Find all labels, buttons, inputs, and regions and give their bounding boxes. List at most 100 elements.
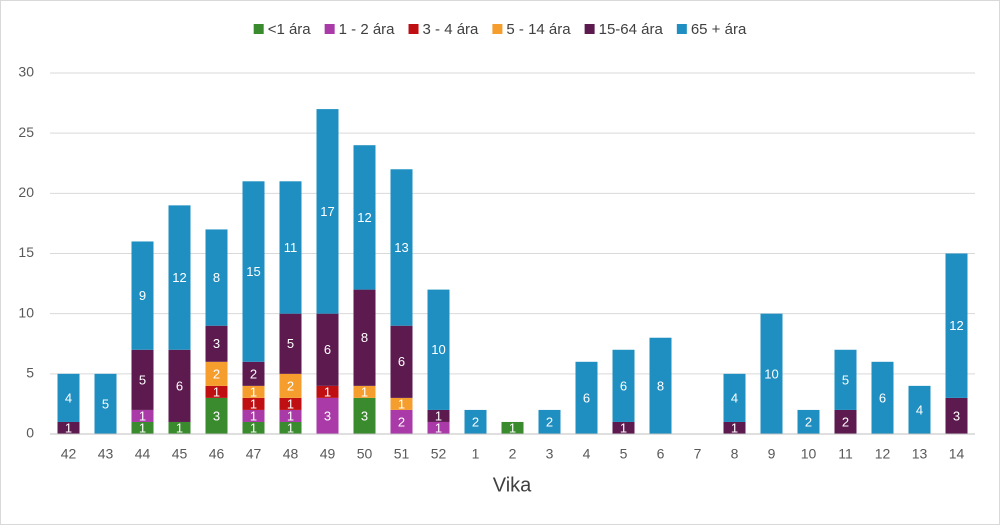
- value-label: 1: [139, 420, 146, 435]
- x-tick-label: 45: [172, 446, 188, 462]
- value-label: 1: [620, 420, 627, 435]
- x-tick-label: 43: [98, 446, 114, 462]
- y-tick-label: 20: [18, 184, 34, 200]
- value-label: 6: [620, 378, 627, 393]
- bar-segment: [131, 409, 154, 422]
- value-label: 3: [361, 408, 368, 423]
- x-tick-label: 11: [838, 446, 853, 462]
- value-label: 1: [287, 420, 294, 435]
- value-label: 3: [213, 336, 220, 351]
- bar-segment: [205, 361, 228, 386]
- bar-segment: [723, 373, 746, 422]
- x-tick-label: 4: [583, 446, 591, 462]
- value-label: 13: [394, 240, 408, 255]
- legend-label: <1 ára: [268, 21, 312, 38]
- legend-swatch: [408, 24, 419, 34]
- x-tick-label: 51: [394, 446, 410, 462]
- bar-segment: [723, 421, 746, 434]
- x-tick-label: 2: [509, 446, 517, 462]
- x-tick-label: 9: [768, 446, 776, 462]
- value-label: 2: [287, 378, 294, 393]
- value-label: 1: [250, 408, 257, 423]
- value-label: 5: [842, 372, 849, 387]
- value-label: 6: [176, 378, 183, 393]
- value-label: 6: [583, 390, 590, 405]
- legend-label: 5 - 14 ára: [506, 21, 571, 38]
- value-label: 6: [398, 354, 405, 369]
- bar-segment: [353, 289, 376, 386]
- x-tick-label: 13: [912, 446, 928, 462]
- bar-segment: [797, 409, 820, 434]
- legend-swatch: [253, 24, 264, 34]
- value-label: 1: [250, 420, 257, 435]
- value-label: 2: [842, 414, 849, 429]
- x-tick-label: 46: [209, 446, 225, 462]
- legend-swatch: [676, 24, 687, 34]
- value-label: 1: [139, 408, 146, 423]
- value-label: 1: [324, 384, 331, 399]
- value-label: 1: [361, 384, 368, 399]
- value-label: 11: [284, 240, 298, 255]
- y-tick-label: 15: [18, 244, 34, 260]
- legend-label: 15-64 ára: [599, 21, 664, 38]
- y-tick-label: 5: [26, 365, 34, 381]
- x-tick-label: 44: [135, 446, 151, 462]
- legend-swatch: [492, 24, 503, 34]
- bar-segment: [316, 313, 339, 386]
- value-label: 8: [213, 270, 220, 285]
- bar-segment: [649, 337, 672, 434]
- value-label: 10: [431, 342, 445, 357]
- bar-segment: [760, 313, 783, 434]
- bar-segment: [316, 385, 339, 398]
- bar-segment: [353, 145, 376, 290]
- bar-segment: [205, 397, 228, 434]
- value-label: 5: [139, 372, 146, 387]
- value-label: 1: [287, 396, 294, 411]
- value-label: 12: [949, 318, 963, 333]
- bar-segment: [279, 409, 302, 422]
- value-label: 3: [953, 408, 960, 423]
- value-label: 4: [731, 390, 738, 405]
- bar-segment: [390, 409, 413, 434]
- value-label: 10: [764, 366, 778, 381]
- bar-segment: [94, 373, 117, 434]
- value-label: 6: [879, 390, 886, 405]
- value-label: 2: [398, 414, 405, 429]
- bar-segment: [242, 409, 265, 422]
- value-label: 15: [246, 264, 260, 279]
- bar-segment: [390, 169, 413, 326]
- value-label: 2: [213, 366, 220, 381]
- value-label: 1: [250, 396, 257, 411]
- x-tick-label: 7: [694, 446, 702, 462]
- bar-segment: [57, 373, 80, 422]
- bar-segment: [242, 385, 265, 398]
- value-label: 1: [435, 408, 442, 423]
- bar-segment: [279, 397, 302, 410]
- bar-segment: [205, 385, 228, 398]
- y-tick-label: 10: [18, 304, 34, 320]
- value-label: 12: [357, 210, 371, 225]
- legend-label: 1 - 2 ára: [339, 21, 396, 38]
- value-label: 9: [139, 288, 146, 303]
- value-label: 5: [287, 336, 294, 351]
- y-tick-label: 25: [18, 124, 34, 140]
- value-label: 1: [398, 396, 405, 411]
- x-tick-label: 3: [546, 446, 554, 462]
- bar-segment: [390, 397, 413, 410]
- value-label: 1: [213, 384, 220, 399]
- bar-segment: [242, 397, 265, 410]
- bar-segment: [279, 373, 302, 398]
- bar-segment: [945, 397, 968, 434]
- bar-segment: [279, 181, 302, 314]
- legend-label: 65 + ára: [691, 21, 747, 38]
- value-label: 2: [546, 414, 553, 429]
- x-tick-label: 1: [472, 446, 480, 462]
- bar-segment: [390, 325, 413, 398]
- value-label: 5: [102, 396, 109, 411]
- bar-segment: [908, 385, 931, 434]
- value-label: 1: [287, 408, 294, 423]
- bar-segment: [168, 349, 191, 422]
- bar-segment: [612, 349, 635, 422]
- x-tick-label: 42: [61, 446, 77, 462]
- bar-segment: [131, 421, 154, 434]
